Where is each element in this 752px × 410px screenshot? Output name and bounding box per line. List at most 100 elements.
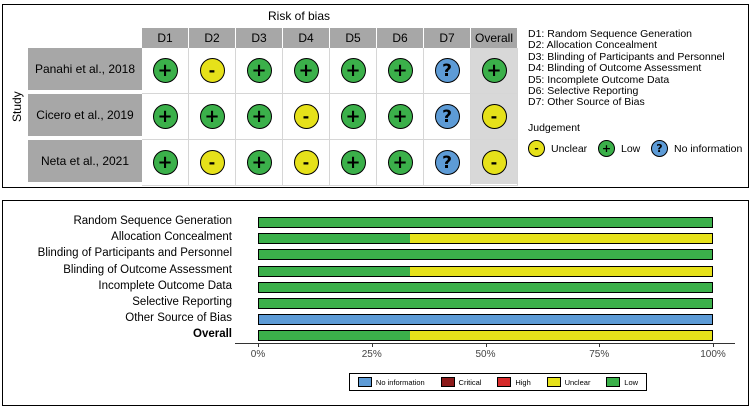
- bar-legend-item-high: High: [497, 377, 531, 387]
- judgement-cell: -: [283, 94, 330, 140]
- bar-row: [258, 233, 713, 245]
- column-header-d5: D5: [330, 28, 377, 48]
- legend-swatch: [497, 377, 512, 387]
- no-information-judgement-icon: ?: [434, 104, 460, 129]
- column-header-overall: Overall: [471, 28, 518, 48]
- bar-category-label: Blinding of Outcome Assessment: [63, 263, 232, 276]
- x-tick-mark: [371, 343, 373, 347]
- judgement-legend-item-no-information: ? No information: [651, 140, 742, 157]
- domain-legend-item: D6: Selective Reporting: [528, 85, 639, 98]
- bar-category-label: Blinding of Participants and Personnel: [37, 247, 232, 260]
- no-information-judgement-icon: ?: [434, 58, 460, 83]
- judgement-cell: ?: [424, 48, 471, 94]
- bar-row: [258, 314, 713, 326]
- x-tick-label: 75%: [589, 349, 610, 360]
- bar-row: [258, 281, 713, 293]
- legend-label: Low: [624, 377, 639, 387]
- unclear-judgement-icon: -: [293, 104, 319, 129]
- bar-legend-item-no-information: No information: [357, 377, 425, 387]
- judgement-legend-item-low: + Low: [598, 140, 640, 157]
- x-tick-label: 50%: [475, 349, 496, 360]
- judgement-cell: ?: [424, 94, 471, 140]
- bar-segment-unclear: [409, 331, 712, 341]
- judgement-cell: -: [189, 48, 236, 94]
- legend-label: High: [515, 377, 531, 387]
- x-tick-mark: [713, 343, 714, 347]
- domain-legend-item: D1: Random Sequence Generation: [528, 28, 693, 40]
- low-judgement-icon: +: [152, 58, 178, 83]
- legend-label: Critical: [458, 377, 482, 387]
- low-judgement-icon: +: [152, 150, 178, 175]
- unclear-judgement-icon: -: [199, 58, 225, 83]
- unclear-judgement-icon: -: [293, 150, 319, 175]
- column-header-d7: D7: [424, 28, 471, 48]
- bar-segment-low: [259, 218, 712, 227]
- judgement-cell: +: [377, 140, 424, 186]
- column-header-d1: D1: [142, 28, 189, 48]
- bar-segment-low: [259, 266, 410, 276]
- bar-chart-legend: No information Critical High Unclear Low: [349, 373, 647, 391]
- judgement-cell: +: [330, 94, 377, 140]
- judgement-cell: -: [189, 140, 236, 186]
- low-legend-icon: +: [598, 140, 615, 157]
- legend-swatch: [546, 377, 561, 387]
- low-judgement-icon: +: [481, 58, 507, 83]
- judgement-legend-label: Low: [621, 142, 641, 155]
- bar-legend-item-low: Low: [606, 377, 638, 387]
- legend-label: Unclear: [564, 377, 591, 387]
- low-judgement-icon: +: [199, 104, 225, 129]
- judgement-cell: +: [236, 140, 283, 186]
- column-header-d2: D2: [189, 28, 236, 48]
- low-judgement-icon: +: [387, 58, 413, 83]
- judgement-cell: +: [330, 48, 377, 94]
- low-judgement-icon: +: [387, 104, 413, 129]
- column-header-d4: D4: [283, 28, 330, 48]
- domain-legend-item: D7: Other Source of Bias: [528, 96, 645, 109]
- domain-legend-item: D5: Incomplete Outcome Data: [528, 73, 670, 86]
- bar-segment-low: [259, 282, 712, 292]
- legend-swatch: [606, 377, 621, 387]
- judgement-cell: +: [377, 94, 424, 140]
- domain-legend-item: D3: Blinding of Participants and Personn…: [528, 50, 725, 63]
- low-judgement-icon: +: [246, 104, 272, 129]
- judgement-cell: +: [189, 94, 236, 140]
- study-label: Cicero et al., 2019: [28, 94, 142, 138]
- low-judgement-icon: +: [387, 150, 413, 175]
- judgement-cell: -: [283, 140, 330, 186]
- no-information-judgement-icon: ?: [434, 150, 460, 175]
- judgement-cell: +: [377, 48, 424, 94]
- low-judgement-icon: +: [246, 58, 272, 83]
- low-judgement-icon: +: [246, 150, 272, 175]
- bar-category-label: Random Sequence Generation: [73, 215, 232, 227]
- judgement-cell: -: [471, 94, 518, 140]
- domain-legend-item: D4: Blinding of Outcome Assessment: [528, 62, 702, 75]
- bar-category-label: Other Source of Bias: [125, 312, 232, 325]
- study-label: Panahi et al., 2018: [28, 48, 142, 92]
- column-header-d6: D6: [377, 28, 424, 48]
- unclear-judgement-icon: -: [481, 150, 507, 175]
- judgement-cell: +: [236, 94, 283, 140]
- bar-category-label: Overall: [193, 328, 232, 341]
- x-tick-mark: [258, 343, 259, 347]
- bar-segment-unclear: [409, 266, 712, 276]
- judgement-cell: -: [471, 140, 518, 186]
- judgement-cell: +: [283, 48, 330, 94]
- bar-row: [258, 330, 713, 342]
- judgement-legend-item-unclear: - Unclear: [528, 140, 587, 157]
- judgement-cell: +: [236, 48, 283, 94]
- x-tick-label: 100%: [700, 349, 726, 360]
- judgement-cell: +: [142, 94, 189, 140]
- legend-swatch: [357, 377, 372, 387]
- x-tick-mark: [485, 343, 487, 347]
- bar-segment-low: [259, 331, 410, 341]
- x-tick-label: 25%: [361, 349, 382, 360]
- bar-category-label: Allocation Concealment: [111, 231, 232, 244]
- judgement-cell: +: [142, 140, 189, 186]
- judgement-legend-label: Unclear: [551, 142, 588, 155]
- bar-segment-low: [259, 250, 712, 260]
- risk-of-bias-title: Risk of bias: [268, 9, 331, 23]
- low-judgement-icon: +: [340, 104, 366, 129]
- low-judgement-icon: +: [340, 150, 366, 175]
- x-axis-line: [235, 343, 735, 344]
- judgement-legend-label: No information: [674, 142, 743, 155]
